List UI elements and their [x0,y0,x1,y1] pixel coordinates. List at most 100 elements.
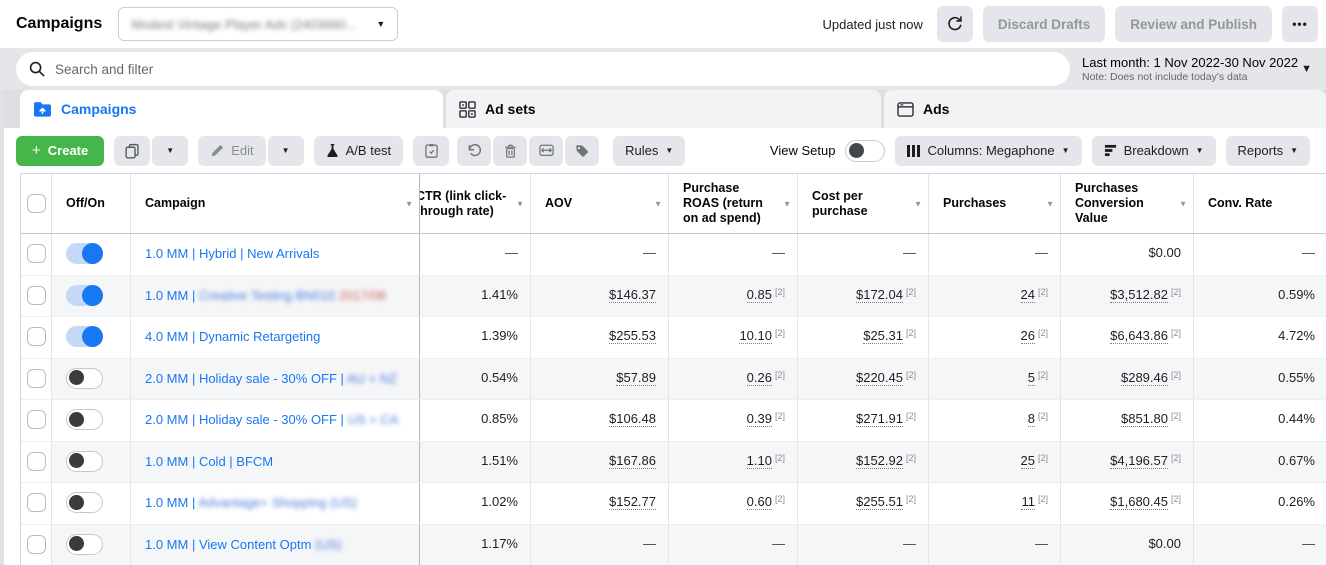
date-range-selector[interactable]: Last month: 1 Nov 2022-30 Nov 2022 Note:… [1078,55,1326,83]
campaign-name[interactable]: 1.0 MM | Cold | BFCM [131,441,420,482]
column-header-purchases[interactable]: Purchases ▼ [929,174,1061,233]
account-selector[interactable]: Modest Vintage Player Ads (2403660... ▼ [118,7,399,41]
tab-campaigns[interactable]: Campaigns [20,90,443,128]
duplicate-button[interactable] [114,135,151,166]
create-button[interactable]: + Create [16,135,105,166]
sort-caret-icon[interactable]: ▼ [1046,199,1054,208]
campaign-name[interactable]: 1.0 MM | Creative Testing BN010 2017/08 [131,275,420,316]
metric-value[interactable]: $152.77 [609,494,656,510]
metric-value[interactable]: $220.45 [855,369,903,386]
metric-value[interactable]: $57.89 [616,369,656,386]
metric-value[interactable]: $152.92 [855,452,903,469]
delete-button[interactable] [493,135,528,166]
column-header-off-on: Off/On [52,174,131,233]
metric-value[interactable]: $106.48 [609,411,656,427]
campaign-toggle[interactable] [66,367,103,389]
metric-value[interactable]: $25.31 [863,328,903,344]
edit-caret-button[interactable]: ▼ [267,135,304,166]
metric-value[interactable]: $255.51 [855,494,903,510]
row-checkbox[interactable] [26,285,46,305]
tag-button[interactable] [565,135,600,166]
metric-value[interactable]: 25 [1020,452,1035,469]
tab-adsets[interactable]: Ad sets [446,90,881,128]
campaign-toggle[interactable] [66,284,103,306]
campaign-toggle[interactable] [66,533,103,555]
metric-value[interactable]: 5 [1027,369,1035,386]
column-header-roas[interactable]: Purchase ROAS (return on ad spend) ▼ [669,174,798,233]
row-checkbox[interactable] [26,244,46,263]
column-header-cost-per-purchase[interactable]: Cost per purchase ▼ [798,174,929,233]
metric-value: — [903,245,916,260]
refresh-button[interactable] [936,6,973,42]
metric-value: 1.17% [481,535,518,551]
blurred-text: 2017/08 [338,287,386,303]
metric-value[interactable]: $3,512.82 [1110,286,1168,303]
campaign-toggle[interactable] [66,243,103,264]
metric-value[interactable]: 0.60 [746,494,772,510]
undo-button[interactable] [457,135,492,166]
metric-value[interactable]: $851.80 [1120,411,1168,427]
campaign-name[interactable]: 4.0 MM | Dynamic Retargeting [131,317,420,358]
metric-value[interactable]: $6,643.86 [1110,328,1168,344]
metric-value[interactable]: 0.26 [746,369,772,386]
metric-value[interactable]: 24 [1020,286,1035,303]
campaign-toggle[interactable] [66,326,103,347]
search-box[interactable] [16,52,1070,86]
duplicate-caret-button[interactable]: ▼ [152,135,189,166]
sort-caret-icon[interactable]: ▼ [405,199,413,208]
select-all-checkbox[interactable] [26,194,46,213]
column-header-aov[interactable]: AOV ▼ [531,174,669,233]
columns-button[interactable]: Columns: Megaphone ▼ [895,135,1082,166]
metric-value[interactable]: 1.10 [746,452,772,469]
metric-value[interactable]: $4,196.57 [1110,452,1168,469]
column-header-campaign[interactable]: Campaign ▼ [131,174,420,233]
reports-button[interactable]: Reports ▼ [1225,135,1310,166]
view-setup-toggle[interactable] [845,139,886,162]
campaign-name[interactable]: 1.0 MM | Advantage+ Shopping (US) [131,483,420,524]
discard-drafts-button[interactable]: Discard Drafts [982,6,1106,42]
row-checkbox[interactable] [26,451,46,471]
review-publish-button[interactable]: Review and Publish [1115,6,1272,42]
column-header-ctr[interactable]: CTR (link click-through rate) ▼ [420,174,531,233]
more-options-button[interactable]: ••• [1282,6,1318,42]
campaign-name[interactable]: 1.0 MM | Hybrid | New Arrivals [131,234,420,275]
column-header-purchases-conversion-value[interactable]: Purchases Conversion Value ▼ [1061,174,1194,233]
row-checkbox[interactable] [26,327,46,346]
tab-ads[interactable]: Ads [884,90,1326,128]
ab-test-button[interactable]: A/B test [313,135,404,166]
sort-caret-icon[interactable]: ▼ [783,199,791,208]
metric-value[interactable]: 26 [1020,328,1035,344]
sync-button[interactable] [529,135,564,166]
row-checkbox[interactable] [26,410,46,429]
metric-value[interactable]: 11 [1021,494,1035,510]
campaign-toggle[interactable] [66,450,103,472]
metric-value[interactable]: $271.91 [855,411,903,427]
breakdown-button[interactable]: Breakdown ▼ [1091,135,1216,166]
campaign-toggle[interactable] [66,409,103,430]
metric-value[interactable]: 0.85 [746,286,772,303]
campaign-toggle[interactable] [66,492,103,513]
row-checkbox[interactable] [26,534,46,554]
row-checkbox[interactable] [26,368,46,388]
sort-caret-icon[interactable]: ▼ [1179,199,1187,208]
sort-caret-icon[interactable]: ▼ [654,199,662,208]
metric-value[interactable]: 8 [1027,411,1035,427]
rules-button[interactable]: Rules ▼ [613,135,686,166]
search-input[interactable] [55,61,1070,77]
metric-value[interactable]: $289.46 [1120,369,1168,386]
metric-value[interactable]: $255.53 [609,328,656,344]
metric-value[interactable]: 10.10 [739,328,772,344]
campaign-name[interactable]: 1.0 MM | View Content Optm (US) [131,524,420,565]
metric-value[interactable]: $146.37 [609,286,656,303]
campaign-name[interactable]: 2.0 MM | Holiday sale - 30% OFF | AU + N… [131,358,420,399]
paste-button[interactable] [413,135,450,166]
sort-caret-icon[interactable]: ▼ [516,199,524,208]
metric-value[interactable]: 0.39 [746,411,772,427]
metric-value[interactable]: $172.04 [855,286,903,303]
metric-value[interactable]: $1,680.45 [1110,494,1168,510]
campaign-name[interactable]: 2.0 MM | Holiday sale - 30% OFF | US + C… [131,400,420,441]
sort-caret-icon[interactable]: ▼ [914,199,922,208]
edit-button[interactable]: Edit [198,135,266,166]
metric-value[interactable]: $167.86 [609,452,656,469]
row-checkbox[interactable] [26,493,46,512]
